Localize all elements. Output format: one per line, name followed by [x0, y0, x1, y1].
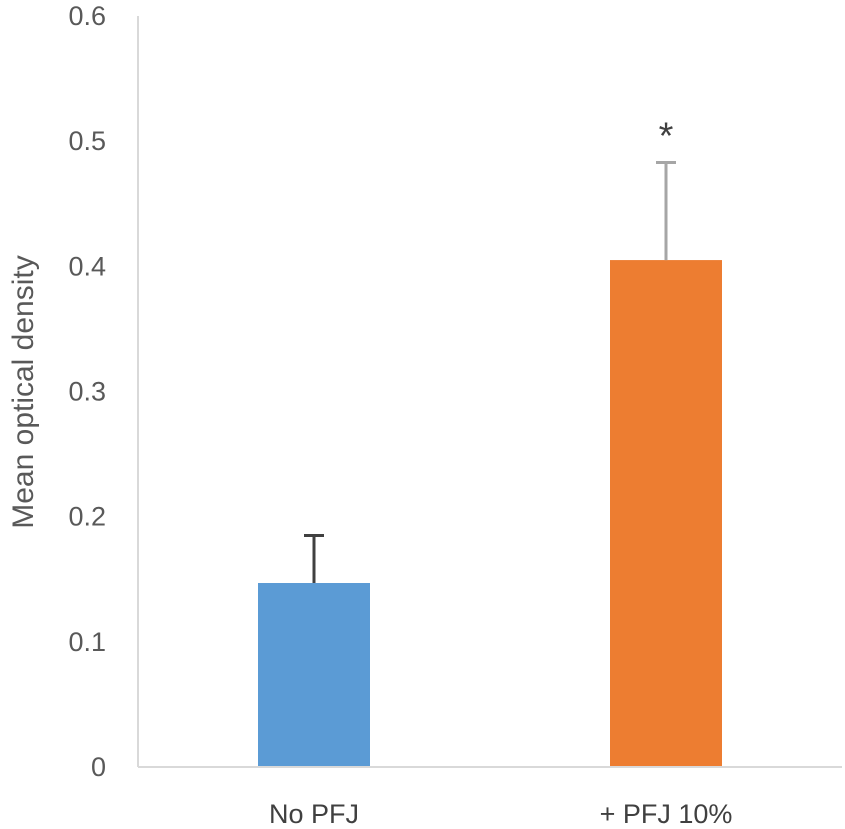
error-bars: [304, 160, 676, 584]
x-tick-label: No PFJ: [269, 799, 359, 829]
bar: [258, 583, 370, 767]
y-axis-title: Mean optical density: [7, 255, 40, 529]
y-tick-label: 0.2: [68, 502, 106, 532]
annotations: *: [659, 115, 674, 157]
y-tick-label: 0.4: [68, 251, 106, 281]
significance-marker: *: [659, 115, 674, 157]
y-tick-label: 0.3: [68, 377, 106, 407]
y-tick-label: 0: [91, 752, 106, 782]
y-axis-ticks: 0 0.1 0.2 0.3 0.4 0.5 0.6: [68, 1, 106, 782]
x-axis-labels: No PFJ + PFJ 10%: [269, 799, 732, 829]
x-tick-label: + PFJ 10%: [600, 799, 733, 829]
y-tick-label: 0.1: [68, 627, 106, 657]
y-tick-label: 0.5: [68, 126, 106, 156]
error-bar: [304, 533, 324, 584]
bar: [610, 260, 722, 767]
error-bar: [656, 160, 676, 261]
bars: [258, 260, 722, 767]
y-tick-label: 0.6: [68, 1, 106, 31]
